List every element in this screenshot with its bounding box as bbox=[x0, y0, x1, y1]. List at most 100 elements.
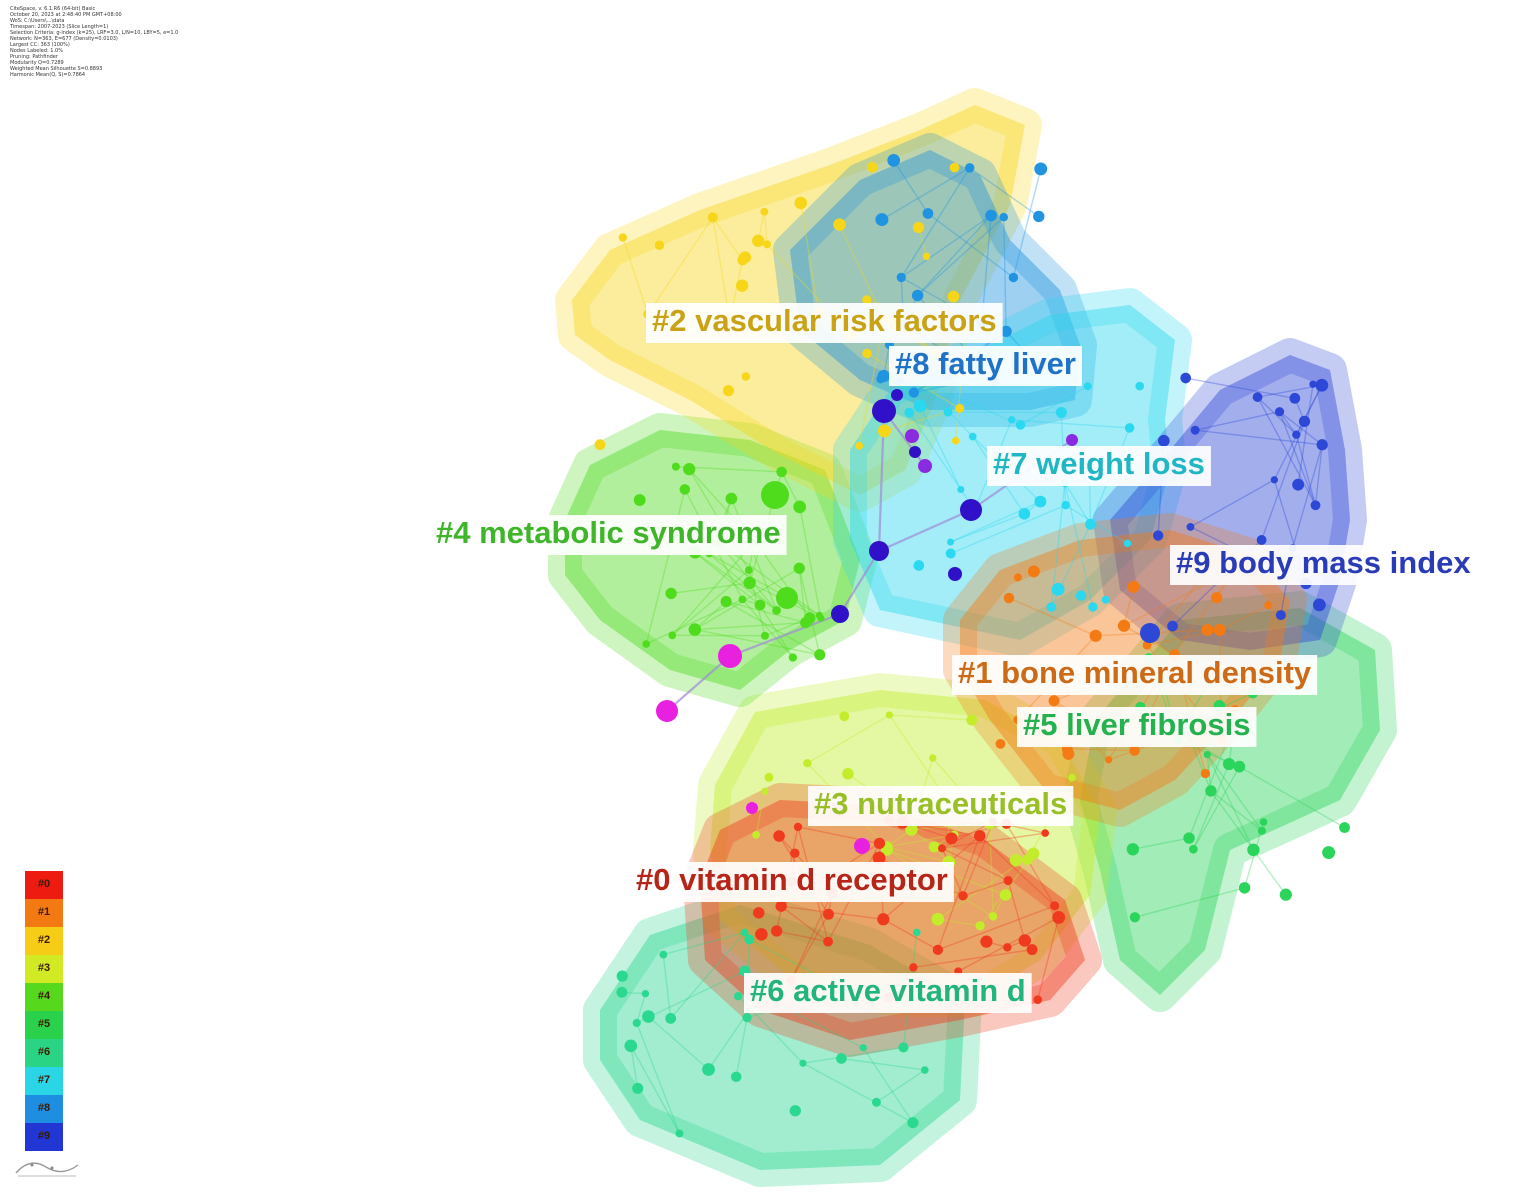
network-edge bbox=[1291, 444, 1323, 549]
cluster-label-bg bbox=[630, 862, 954, 902]
network-node bbox=[754, 599, 766, 611]
network-node bbox=[594, 439, 606, 451]
network-edge bbox=[1206, 754, 1263, 832]
network-edge bbox=[694, 601, 727, 631]
network-node bbox=[770, 925, 783, 937]
network-node bbox=[1008, 272, 1019, 283]
network-node bbox=[975, 921, 985, 931]
network-node bbox=[800, 617, 812, 629]
cluster-label-text: #5 liver fibrosis bbox=[1023, 707, 1250, 742]
legend-label: #9 bbox=[37, 1130, 51, 1142]
network-node bbox=[1055, 406, 1067, 419]
network-edge bbox=[1065, 504, 1128, 545]
network-node bbox=[1050, 901, 1060, 911]
network-node bbox=[1083, 382, 1092, 391]
network-node bbox=[761, 787, 769, 795]
cluster-label-c3: #3 nutraceuticals bbox=[808, 786, 1074, 826]
metadata-line: Timespan: 2007-2023 (Slice Length=1) bbox=[10, 24, 109, 30]
cluster-label-text: #1 bone mineral density bbox=[958, 655, 1312, 690]
network-edge bbox=[622, 237, 649, 315]
network-edge bbox=[889, 714, 972, 721]
cluster-label-bg bbox=[646, 303, 1003, 343]
network-node bbox=[862, 295, 872, 305]
network-node bbox=[788, 653, 797, 662]
network-node bbox=[793, 822, 803, 832]
network-edge bbox=[1295, 384, 1323, 435]
network-edge bbox=[798, 568, 807, 623]
network-node bbox=[955, 403, 965, 413]
legend-label: #1 bbox=[37, 906, 51, 918]
network-node bbox=[616, 986, 628, 998]
network-node bbox=[815, 611, 823, 619]
network-node bbox=[1339, 822, 1350, 833]
network-edge bbox=[1067, 747, 1135, 752]
network-node bbox=[764, 772, 774, 782]
network-node bbox=[616, 970, 628, 982]
network-edge bbox=[937, 905, 1055, 951]
network-node bbox=[1211, 592, 1223, 604]
network-node bbox=[908, 387, 920, 398]
network-node bbox=[738, 595, 747, 604]
network-node bbox=[988, 912, 998, 921]
network-node bbox=[642, 640, 651, 648]
network-node bbox=[1167, 620, 1178, 632]
cluster-nodes bbox=[594, 154, 1350, 1138]
network-edge bbox=[862, 1047, 914, 1124]
legend-label: #5 bbox=[37, 1018, 51, 1030]
network-edge bbox=[1195, 411, 1280, 431]
network-node bbox=[999, 212, 1008, 222]
legend-swatch: #8 bbox=[25, 1095, 63, 1123]
network-node bbox=[1289, 392, 1301, 404]
network-edge bbox=[1295, 434, 1317, 506]
software-logo-icon bbox=[15, 1162, 79, 1177]
network-node bbox=[793, 500, 807, 514]
network-node bbox=[999, 889, 1012, 901]
network-node bbox=[839, 711, 850, 722]
network-node bbox=[1152, 530, 1164, 541]
network-node bbox=[743, 576, 756, 590]
network-node bbox=[1233, 760, 1246, 773]
network-edge bbox=[919, 405, 962, 490]
network-node bbox=[1101, 595, 1110, 604]
network-node bbox=[734, 991, 743, 1001]
network-edge bbox=[1260, 421, 1306, 541]
network-edge bbox=[886, 846, 949, 863]
cluster-label-text: #8 fatty liver bbox=[895, 346, 1076, 381]
network-edge bbox=[725, 600, 821, 656]
network-node bbox=[624, 1039, 638, 1053]
network-node bbox=[1129, 745, 1140, 756]
cluster-label-c1: #1 bone mineral density bbox=[952, 655, 1318, 695]
network-node bbox=[966, 714, 978, 726]
network-node bbox=[836, 1053, 847, 1064]
network-node bbox=[772, 606, 782, 615]
network-edge bbox=[1219, 604, 1269, 631]
network-node bbox=[968, 432, 977, 441]
network-node bbox=[1310, 500, 1321, 511]
highlight-node bbox=[1066, 434, 1078, 446]
network-edge bbox=[781, 471, 801, 508]
network-node bbox=[665, 1013, 677, 1024]
network-node bbox=[725, 492, 738, 505]
network-node bbox=[1061, 501, 1070, 510]
network-edge bbox=[663, 931, 745, 956]
highlight-node bbox=[905, 429, 919, 443]
metadata-block: CiteSpace, v. 6.1.R6 (64-bit) Basic Octob… bbox=[10, 6, 280, 78]
network-edge bbox=[886, 834, 955, 848]
network-node bbox=[1316, 439, 1328, 451]
network-node bbox=[641, 990, 650, 998]
network-node bbox=[1013, 573, 1022, 582]
network-edge bbox=[1206, 754, 1255, 851]
network-edge bbox=[694, 567, 800, 631]
network-node bbox=[873, 837, 886, 850]
network-edge bbox=[989, 823, 994, 917]
network-edge bbox=[1007, 880, 1026, 941]
network-node bbox=[877, 424, 891, 438]
network-node bbox=[752, 234, 765, 247]
network-node bbox=[1015, 420, 1026, 430]
network-node bbox=[922, 252, 931, 261]
network-node bbox=[938, 844, 947, 853]
network-edge bbox=[917, 215, 992, 296]
network-node bbox=[1117, 619, 1131, 632]
network-node bbox=[790, 848, 800, 858]
network-node bbox=[1007, 416, 1016, 424]
